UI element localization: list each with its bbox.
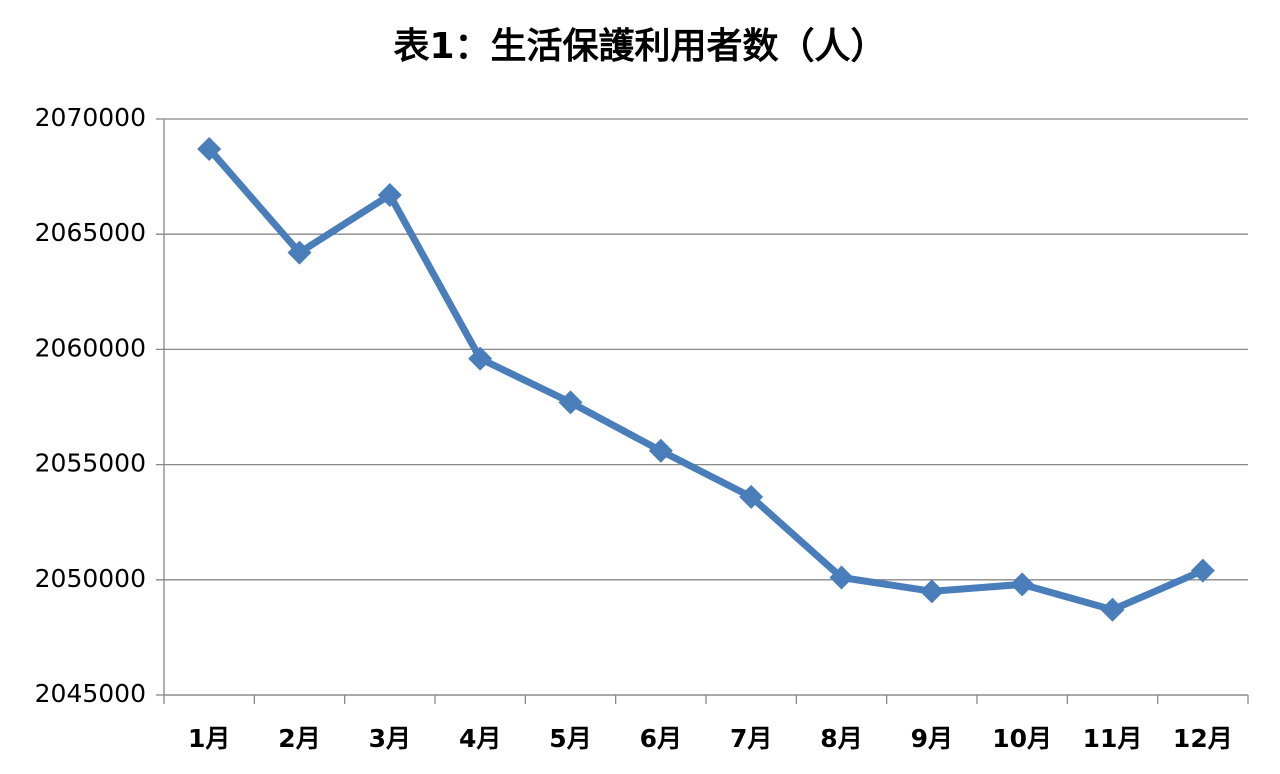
x-tick-label: 8月	[820, 724, 862, 753]
line	[206, 146, 1205, 614]
x-tick-label: 9月	[911, 724, 953, 753]
marker	[1010, 572, 1035, 597]
marker	[829, 565, 854, 590]
y-tick-label: 2065000	[35, 218, 146, 247]
marker	[377, 183, 402, 208]
x-tick-label: 7月	[730, 724, 772, 753]
marker	[287, 240, 312, 265]
marker	[197, 136, 222, 161]
marker	[558, 390, 583, 415]
x-tick-label: 10月	[992, 724, 1052, 753]
y-tick-label: 2070000	[35, 103, 146, 132]
chart-title: 表1：生活保護利用者数（人）	[393, 26, 886, 67]
y-tick-label: 2045000	[35, 679, 146, 708]
y-tick-label: 2060000	[35, 333, 146, 362]
x-tick-label: 3月	[369, 724, 411, 753]
x-tick-label: 11月	[1083, 724, 1143, 753]
marker	[1190, 558, 1215, 583]
marker	[739, 484, 764, 509]
marker	[468, 346, 493, 371]
x-tick-label: 6月	[640, 724, 682, 753]
x-tick-label: 1月	[188, 724, 230, 753]
y-tick-label: 2055000	[35, 449, 146, 478]
marker	[1100, 597, 1125, 622]
x-tick-label: 4月	[459, 724, 501, 753]
x-tick-label: 12月	[1173, 724, 1233, 753]
x-tick-label: 2月	[278, 724, 320, 753]
marker	[648, 438, 673, 463]
y-tick-label: 2050000	[35, 564, 146, 593]
x-tick-label: 5月	[549, 724, 591, 753]
marker	[919, 579, 944, 604]
